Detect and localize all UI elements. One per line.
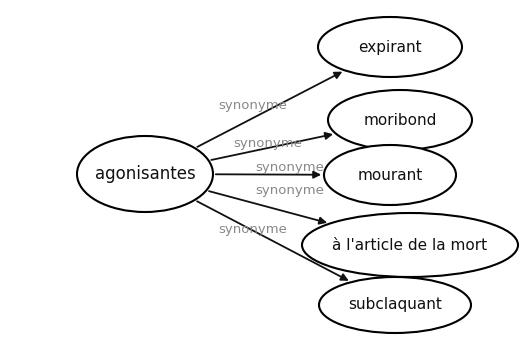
Text: synonyme: synonyme xyxy=(255,184,324,196)
Text: synonyme: synonyme xyxy=(233,136,302,150)
Ellipse shape xyxy=(302,213,518,277)
Text: mourant: mourant xyxy=(357,168,423,183)
Text: synonyme: synonyme xyxy=(255,161,324,174)
Ellipse shape xyxy=(328,90,472,150)
Text: à l'article de la mort: à l'article de la mort xyxy=(333,237,487,253)
Text: synonyme: synonyme xyxy=(218,223,287,237)
Ellipse shape xyxy=(324,145,456,205)
Text: moribond: moribond xyxy=(363,112,437,127)
Ellipse shape xyxy=(318,17,462,77)
Text: expirant: expirant xyxy=(358,40,422,54)
Ellipse shape xyxy=(77,136,213,212)
Text: agonisantes: agonisantes xyxy=(95,165,196,183)
Ellipse shape xyxy=(319,277,471,333)
Text: subclaquant: subclaquant xyxy=(348,297,442,313)
Text: synonyme: synonyme xyxy=(218,99,287,111)
